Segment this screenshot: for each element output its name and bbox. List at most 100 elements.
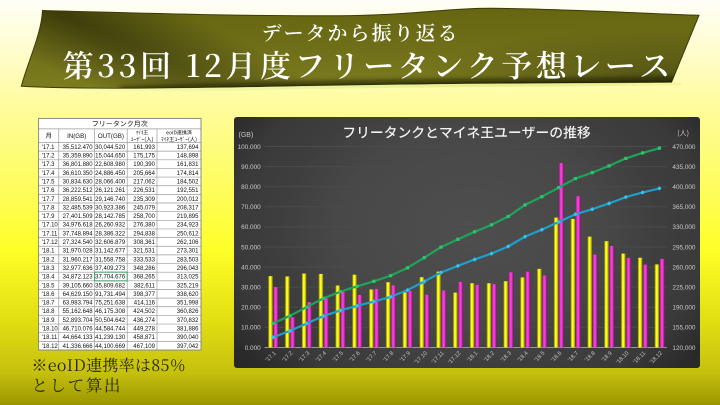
svg-text:148,898: 148,898 [177, 154, 199, 160]
svg-text:260,000: 260,000 [672, 264, 696, 271]
svg-text:'17.10: '17.10 [42, 223, 59, 229]
svg-text:200,012: 200,012 [177, 197, 199, 203]
svg-text:333,533: 333,533 [133, 257, 155, 263]
svg-text:40.000: 40.000 [241, 264, 261, 271]
svg-text:32,606.879: 32,606.879 [95, 240, 126, 246]
svg-text:44,100.669: 44,100.669 [95, 344, 126, 350]
svg-text:348,286: 348,286 [133, 266, 155, 272]
svg-text:15,044.650: 15,044.650 [95, 154, 126, 160]
svg-text:10.000: 10.000 [241, 325, 261, 332]
svg-text:'18.5: '18.5 [42, 283, 55, 289]
svg-text:'17.6: '17.6 [42, 188, 55, 194]
svg-text:37,704.676: 37,704.676 [95, 275, 126, 281]
svg-text:70.000: 70.000 [241, 204, 261, 211]
svg-text:381,886: 381,886 [177, 326, 199, 332]
svg-text:30,834.630: 30,834.630 [63, 180, 94, 186]
svg-text:161,831: 161,831 [177, 162, 199, 168]
svg-text:235,309: 235,309 [133, 197, 155, 203]
svg-text:75,251.638: 75,251.638 [95, 301, 126, 307]
svg-text:424,502: 424,502 [133, 309, 155, 315]
svg-text:28,386.322: 28,386.322 [95, 231, 126, 237]
svg-text:467,109: 467,109 [133, 344, 155, 350]
svg-text:250,612: 250,612 [177, 231, 199, 237]
svg-text:'17.4: '17.4 [42, 171, 55, 177]
svg-text:26,121.261: 26,121.261 [95, 188, 126, 194]
svg-text:397,042: 397,042 [177, 344, 199, 350]
svg-text:'18.2: '18.2 [42, 257, 55, 263]
svg-text:338,620: 338,620 [177, 292, 199, 298]
svg-text:283,503: 283,503 [177, 257, 199, 263]
svg-text:35,359.890: 35,359.890 [63, 154, 94, 160]
svg-text:382,611: 382,611 [134, 283, 156, 289]
svg-text:137,694: 137,694 [177, 145, 199, 151]
svg-text:20.000: 20.000 [241, 305, 261, 312]
svg-text:52,893.704: 52,893.704 [63, 318, 94, 324]
svg-text:436,274: 436,274 [133, 318, 155, 324]
svg-text:205,664: 205,664 [133, 171, 155, 177]
svg-text:370,832: 370,832 [177, 318, 199, 324]
svg-text:245,079: 245,079 [133, 205, 155, 211]
svg-text:'17.12: '17.12 [42, 240, 59, 246]
svg-text:'18.10: '18.10 [42, 326, 59, 332]
svg-text:50.000: 50.000 [241, 244, 261, 251]
svg-text:365,000: 365,000 [672, 204, 696, 211]
svg-text:449,278: 449,278 [133, 326, 155, 332]
svg-text:390,040: 390,040 [177, 335, 199, 341]
svg-text:41,336.666: 41,336.666 [63, 344, 94, 350]
svg-text:90.000: 90.000 [241, 164, 261, 171]
svg-text:258,700: 258,700 [133, 214, 155, 220]
svg-text:34,872.123: 34,872.123 [63, 275, 94, 281]
svg-text:321,531: 321,531 [133, 249, 155, 255]
svg-text:41,239.130: 41,239.130 [95, 335, 126, 341]
svg-text:161,993: 161,993 [133, 145, 155, 151]
svg-text:'18.6: '18.6 [42, 292, 55, 298]
svg-text:262,106: 262,106 [177, 240, 199, 246]
svg-text:190,390: 190,390 [133, 162, 155, 168]
svg-text:'17.8: '17.8 [42, 205, 55, 211]
svg-text:'17.1: '17.1 [42, 145, 55, 151]
svg-text:'18.9: '18.9 [42, 318, 55, 324]
svg-text:80.000: 80.000 [241, 184, 261, 191]
svg-text:400,000: 400,000 [672, 184, 696, 191]
svg-text:OUT(GB): OUT(GB) [98, 133, 124, 140]
svg-text:44,584.744: 44,584.744 [95, 326, 126, 332]
svg-text:(GB): (GB) [239, 132, 254, 139]
svg-text:208,317: 208,317 [177, 205, 199, 211]
svg-text:30,044.520: 30,044.520 [95, 145, 126, 151]
svg-text:37,409.273: 37,409.273 [95, 266, 126, 272]
svg-text:155,000: 155,000 [672, 325, 696, 332]
svg-text:'18.12: '18.12 [42, 344, 59, 350]
svg-text:0.000: 0.000 [245, 345, 261, 352]
svg-text:414,116: 414,116 [134, 301, 156, 307]
svg-text:31,960.217: 31,960.217 [63, 257, 94, 263]
svg-text:100.000: 100.000 [238, 144, 262, 151]
svg-text:60.000: 60.000 [241, 224, 261, 231]
svg-text:31,142.677: 31,142.677 [95, 249, 126, 255]
svg-text:'18.11: '18.11 [42, 335, 58, 341]
svg-text:'18.4: '18.4 [42, 275, 55, 281]
svg-text:313,025: 313,025 [177, 275, 199, 281]
svg-text:368,265: 368,265 [133, 275, 155, 281]
svg-text:55,162.648: 55,162.648 [63, 309, 94, 315]
svg-text:190,000: 190,000 [672, 305, 696, 312]
svg-text:'17.2: '17.2 [42, 154, 55, 160]
svg-text:'17.9: '17.9 [42, 214, 55, 220]
svg-text:37,748.894: 37,748.894 [63, 231, 94, 237]
svg-text:'18.8: '18.8 [42, 309, 55, 315]
svg-text:398,377: 398,377 [133, 292, 155, 298]
svg-text:32,977.636: 32,977.636 [63, 266, 94, 272]
svg-text:44,664.133: 44,664.133 [63, 335, 94, 341]
svg-text:470,000: 470,000 [672, 144, 696, 151]
svg-text:26,260.932: 26,260.932 [95, 223, 126, 229]
svg-text:IN(GB): IN(GB) [67, 133, 86, 140]
svg-text:184,502: 184,502 [177, 180, 199, 186]
svg-text:234,923: 234,923 [177, 223, 199, 229]
svg-text:36,610.350: 36,610.350 [63, 171, 94, 177]
svg-text:27,324.540: 27,324.540 [63, 240, 94, 246]
svg-text:27,401.509: 27,401.509 [63, 214, 94, 220]
svg-text:120,000: 120,000 [672, 345, 696, 352]
svg-text:30.000: 30.000 [241, 285, 261, 292]
svg-text:36,222.512: 36,222.512 [63, 188, 94, 194]
svg-text:31,558.758: 31,558.758 [95, 257, 126, 263]
svg-text:294,838: 294,838 [133, 231, 155, 237]
